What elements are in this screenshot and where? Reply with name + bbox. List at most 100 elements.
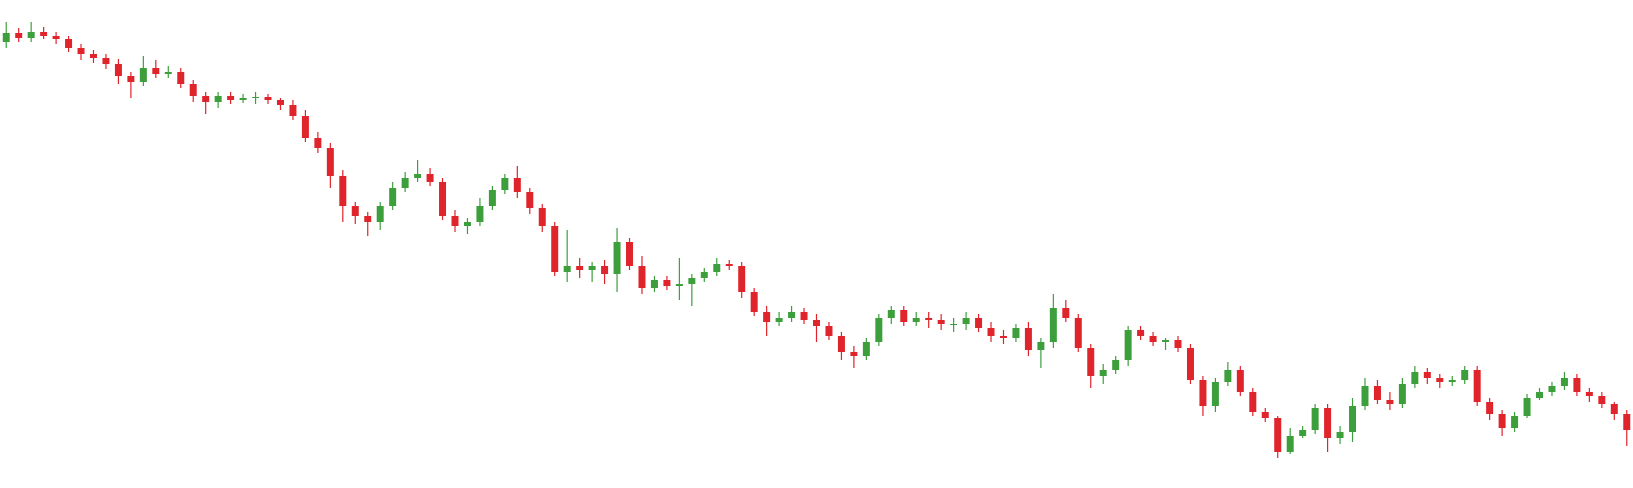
- candle-body: [613, 242, 621, 274]
- candle-body: [239, 98, 247, 100]
- candle-body: [1361, 386, 1369, 406]
- candle-body: [588, 266, 596, 270]
- candle-body: [663, 280, 671, 286]
- candle-body: [925, 318, 933, 320]
- candle-body: [675, 284, 683, 286]
- candle-body: [862, 342, 870, 356]
- candle-body: [850, 352, 858, 356]
- candle-body: [1436, 378, 1444, 382]
- candle-body: [389, 188, 397, 206]
- candle-body: [351, 206, 359, 216]
- candle-body: [65, 39, 73, 48]
- candle-body: [52, 36, 60, 39]
- candle-body: [114, 64, 122, 76]
- candle-body: [1149, 336, 1157, 342]
- candle-body: [326, 148, 334, 176]
- candle-body: [576, 266, 584, 270]
- candle-body: [364, 216, 372, 222]
- candle-body: [202, 96, 210, 102]
- candle-body: [89, 54, 97, 58]
- candle-body: [538, 208, 546, 226]
- candle-body: [1598, 396, 1606, 404]
- candle-body: [563, 266, 571, 272]
- candle-body: [164, 72, 172, 74]
- candle-body: [77, 48, 85, 54]
- candle-body: [1324, 408, 1332, 438]
- candle-body: [1299, 430, 1307, 436]
- candle-body: [127, 76, 135, 82]
- candle-body: [1373, 386, 1381, 400]
- candle-body: [1523, 398, 1531, 416]
- candle-body: [488, 190, 496, 206]
- candle-body: [1386, 400, 1394, 404]
- candle-body: [1585, 392, 1593, 396]
- candle-body: [887, 310, 895, 318]
- candle-body: [775, 318, 783, 322]
- candle-body: [1560, 378, 1568, 386]
- candle-body: [189, 84, 197, 96]
- candle-body: [2, 33, 10, 42]
- candle-body: [750, 292, 758, 312]
- candle-body: [1224, 370, 1232, 382]
- candle-body: [513, 178, 521, 192]
- candle-body: [1286, 436, 1294, 452]
- candle-body: [1199, 380, 1207, 406]
- candle-body: [463, 222, 471, 226]
- candle-body: [1461, 370, 1469, 380]
- candle-body: [414, 174, 422, 178]
- candle-body: [1087, 348, 1095, 376]
- candle-body: [937, 320, 945, 324]
- candle-body: [1261, 412, 1269, 418]
- candle-body: [950, 324, 958, 325]
- candle-body: [1099, 370, 1107, 376]
- candle-body: [1411, 372, 1419, 384]
- candle-body: [725, 264, 733, 266]
- candle-body: [1498, 414, 1506, 428]
- candle-body: [788, 312, 796, 318]
- candle-body: [763, 312, 771, 322]
- candle-body: [1236, 370, 1244, 392]
- candle-body: [376, 206, 384, 222]
- candle-body: [1062, 308, 1070, 318]
- candle-body: [1536, 392, 1544, 398]
- candle-body: [102, 58, 110, 64]
- candle-body: [1211, 382, 1219, 406]
- candle-body: [177, 72, 185, 84]
- candle-body: [800, 312, 808, 320]
- candle-body: [15, 33, 23, 38]
- candle-body: [1486, 402, 1494, 414]
- candle-body: [1124, 330, 1132, 360]
- candle-body: [139, 68, 147, 82]
- candle-body: [626, 242, 634, 266]
- candle-body: [713, 264, 721, 272]
- candle-body: [476, 206, 484, 222]
- candle-body: [912, 318, 920, 322]
- candle-body: [1249, 392, 1257, 412]
- candle-body: [264, 97, 272, 100]
- candle-body: [962, 318, 970, 324]
- candle-body: [825, 326, 833, 336]
- candle-body: [1448, 380, 1456, 382]
- candle-body: [439, 182, 447, 216]
- candle-body: [426, 174, 434, 182]
- candle-body: [1137, 330, 1145, 336]
- candle-body: [1037, 342, 1045, 350]
- candle-body: [1573, 378, 1581, 392]
- candle-body: [1024, 328, 1032, 350]
- candle-body: [1610, 404, 1618, 414]
- candle-body: [551, 226, 559, 272]
- candle-body: [526, 192, 534, 208]
- candle-body: [900, 310, 908, 322]
- candle-body: [700, 272, 708, 278]
- candle-body: [289, 105, 297, 116]
- candle-body: [738, 266, 746, 292]
- candle-body: [1049, 308, 1057, 342]
- candle-body: [314, 138, 322, 148]
- candle-body: [501, 178, 509, 190]
- candle-body: [650, 280, 658, 288]
- candle-body: [301, 116, 309, 138]
- candle-body: [1336, 432, 1344, 438]
- candle-body: [1186, 348, 1194, 380]
